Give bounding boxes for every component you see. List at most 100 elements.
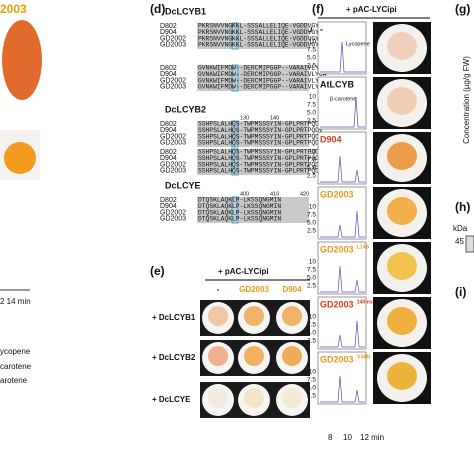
trace-superscript: V344I — [357, 354, 371, 360]
colony — [244, 346, 264, 366]
colony — [208, 306, 228, 326]
y-tick-label: 2.5 — [307, 173, 316, 180]
trace-box — [317, 186, 367, 240]
panel-tag: (g) — [455, 2, 470, 16]
highlight — [231, 196, 239, 224]
y-tick-label: 10 — [309, 204, 317, 211]
construct: + pAC-LYCipi — [346, 5, 397, 14]
y-tick-label: 10 — [309, 369, 317, 376]
unit: kDa — [453, 224, 468, 233]
sequence: SSHPSLALHQS-TWPMSSSYIN-GPLPRTPQDV — [198, 149, 323, 156]
alignment-shade — [197, 149, 309, 175]
sequence: GVNKWIFMDW--DERCMIPGGP--VARAIVLYGA — [198, 77, 327, 84]
sequence: SSHPSLALHQS-TWPMSSSYIN-GPLPRTPQDV — [198, 161, 323, 168]
y-tick-label: 2.5 — [307, 338, 316, 345]
position-number: 130 — [240, 115, 249, 121]
position-number: 400 — [240, 191, 249, 197]
axis-title: Concentration (µg/g FW) — [462, 56, 471, 144]
cultivar-label: 2003 — [0, 2, 27, 16]
peak-label: β-carotene — [330, 96, 356, 102]
trace-superscript: 140insS — [357, 299, 377, 305]
y-tick-label: 7.5 — [307, 102, 316, 109]
seq-name: GD2003 — [160, 168, 186, 175]
y-tick-label: 10 — [309, 314, 317, 321]
y-tick-label: 7.5 — [307, 47, 316, 54]
pellet — [387, 362, 417, 390]
x-tick-label: 8 — [328, 433, 333, 442]
trace-name: - — [320, 24, 323, 34]
colony — [282, 388, 302, 408]
seq-name: D802 — [160, 23, 177, 30]
x-tick-label: 10 — [343, 433, 352, 442]
pellet — [387, 32, 417, 60]
trace-name: GD2003 — [320, 354, 354, 364]
seq-name: GD2003 — [160, 216, 186, 223]
trace — [320, 41, 365, 73]
highlight — [231, 148, 239, 176]
seq-name: GD2003 — [160, 140, 186, 147]
sequence: GVNKWIFMDW--DERCMIPGGP--VARAIVLYGA — [198, 84, 327, 91]
trace-box — [317, 76, 367, 130]
alignment-shade — [197, 65, 309, 91]
sequence: GVNKWIFMDW--DERCMIPGGP--VARAIVLYGA — [198, 65, 327, 72]
position-number: 410 — [270, 191, 279, 197]
y-tick-label: 5.0 — [307, 55, 316, 62]
seq-name: GD2003 — [160, 84, 186, 91]
peak-label: Lycopene — [346, 41, 370, 47]
trace-name: D904 — [320, 134, 342, 144]
seq-name: D802 — [160, 65, 177, 72]
trace — [320, 375, 365, 403]
y-tick-label: 2.5 — [307, 393, 316, 400]
sequence: DTQSKLAQKLP-LKSSQNGMIN — [198, 209, 281, 216]
y-tick-label: 5.0 — [307, 330, 316, 337]
colony — [282, 306, 302, 326]
y-tick-label: 2.5 — [307, 283, 316, 290]
y-tick-label: 10 — [309, 39, 317, 46]
sequence: PKRSNVVNGKKL-SSSALLELIQE-VGDDVGYIQA — [198, 29, 330, 36]
panel-tag: (h) — [455, 200, 470, 214]
trace-box — [317, 21, 367, 75]
highlight — [231, 64, 239, 92]
y-tick-label: 2.5 — [307, 118, 316, 125]
seq-name: D904 — [160, 71, 177, 78]
sequence: SSHPSLALHQS-TWPMSSSYIN-GPLPRTPQDV — [198, 155, 323, 162]
trace-name: GD2003 — [320, 189, 354, 199]
column-label: D904 — [282, 285, 302, 294]
seq-name: GD2002 — [160, 133, 186, 140]
construct: + pAC-LYCipi — [218, 267, 269, 276]
column-label: GD2003 — [239, 285, 269, 294]
seq-name: GD2002 — [160, 161, 186, 168]
sequence: PKRSNVVNGKKL-SSSALLELIQE-VGDDVGYIQA — [198, 35, 330, 42]
sequence: PKRSNVVNGKKL-SSSALLELIQE-VGDDVGYIQA — [198, 23, 330, 30]
seq-name: D904 — [160, 155, 177, 162]
column-label: - — [217, 285, 220, 294]
alignment-shade — [197, 23, 309, 49]
y-tick-label: 5.0 — [307, 165, 316, 172]
panel-tag: (d) — [150, 2, 165, 16]
colony — [282, 346, 302, 366]
trace — [320, 320, 365, 348]
panel-tag: (i) — [455, 285, 466, 299]
pellet — [387, 142, 417, 170]
y-tick-label: 7.5 — [307, 322, 316, 329]
y-tick-label: 7.5 — [307, 377, 316, 384]
y-tick-label: 5.0 — [307, 275, 316, 282]
seq-name: D904 — [160, 127, 177, 134]
y-tick-label: 2.5 — [307, 63, 316, 70]
trace — [320, 155, 365, 183]
seq-name: GD2002 — [160, 77, 186, 84]
legend-item: arotene — [0, 376, 28, 385]
alignment-shade — [197, 197, 309, 223]
trace — [320, 96, 365, 128]
pellet — [387, 307, 417, 335]
trace-box — [317, 296, 367, 350]
trace-name: AtLCYB — [320, 79, 354, 89]
y-tick-label: 10 — [309, 149, 317, 156]
y-tick-label: 2.5 — [307, 228, 316, 235]
colony — [244, 306, 264, 326]
x-tick-label: 12 min — [360, 433, 384, 442]
highlight — [231, 120, 239, 148]
sequence: DTQSKLAQKLP-LKSSQNGMIN — [198, 197, 281, 204]
highlight — [231, 22, 239, 50]
